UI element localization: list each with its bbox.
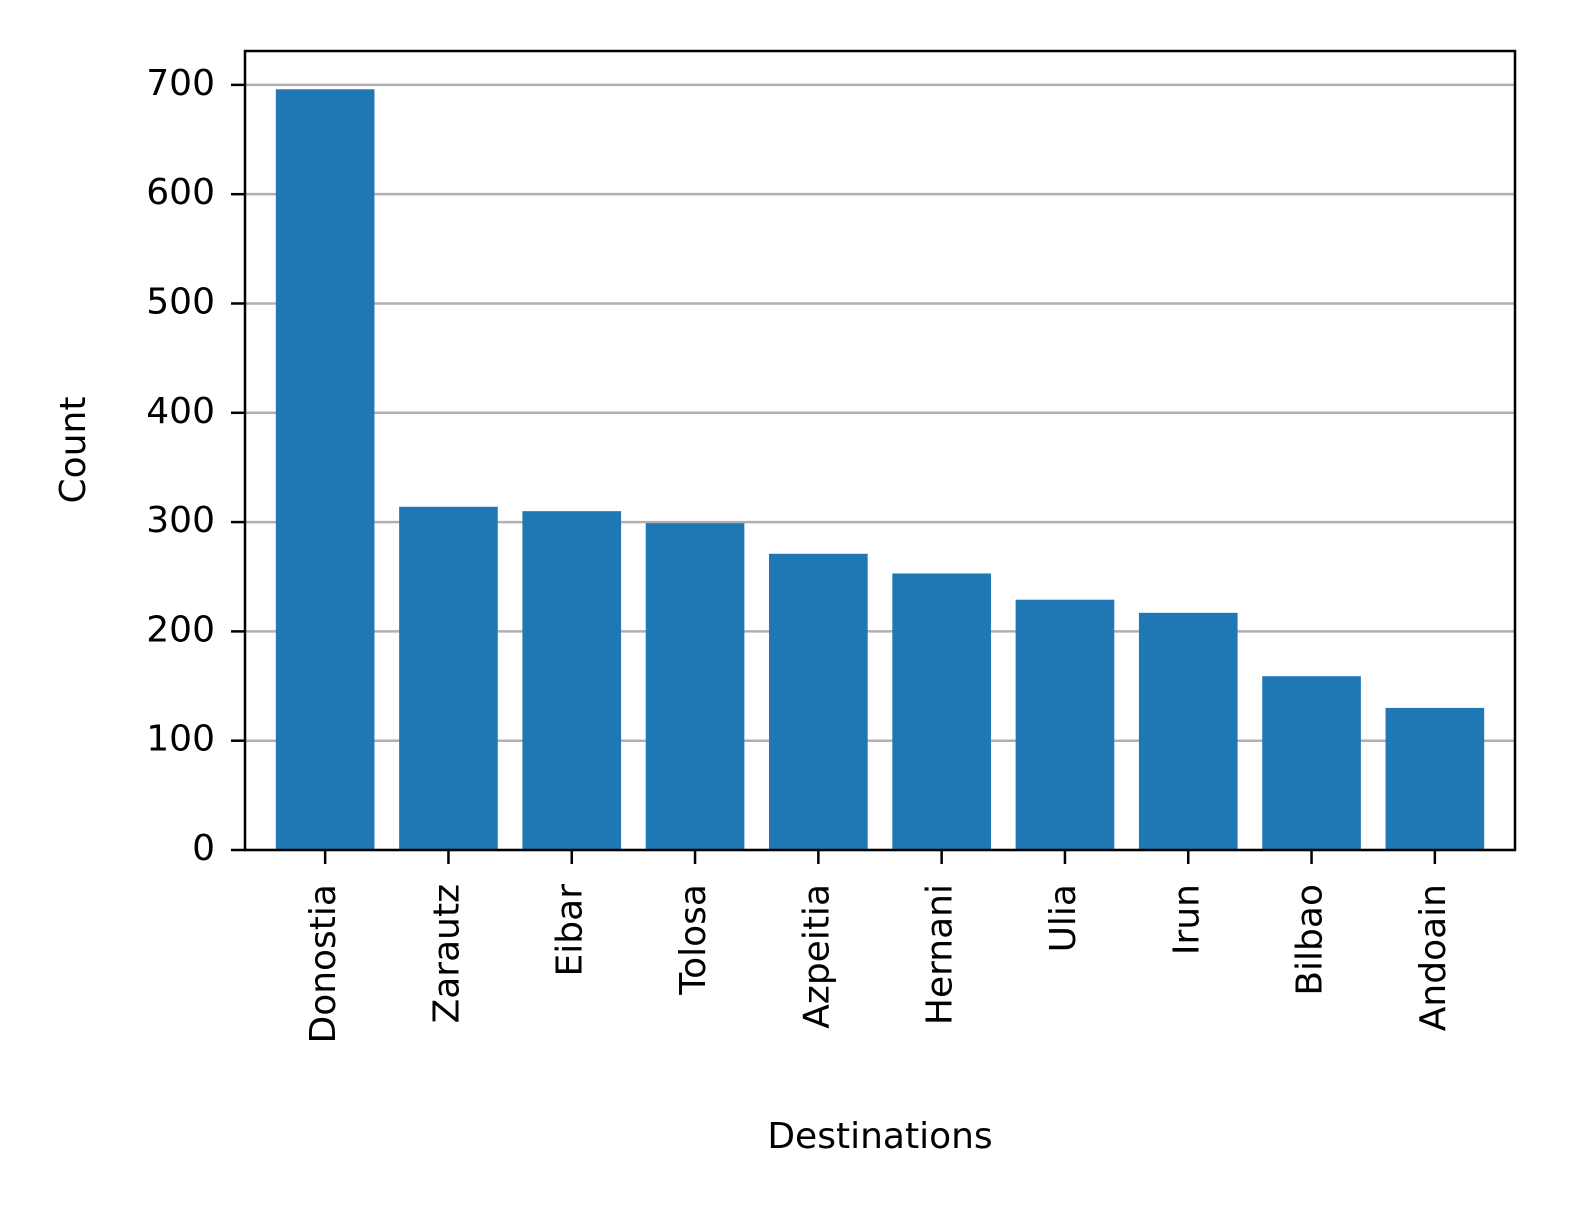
x-tick-label: Azpeitia (796, 884, 837, 1029)
y-tick-label: 500 (146, 281, 215, 322)
y-tick-label: 700 (146, 63, 215, 104)
x-tick-label: Hernani (920, 884, 961, 1025)
bar (1262, 676, 1361, 850)
bar (522, 511, 622, 850)
y-tick-label: 100 (146, 719, 215, 760)
bar (645, 523, 745, 850)
bar (892, 573, 991, 850)
y-tick-label: 0 (192, 828, 215, 869)
y-axis-label: Count (53, 397, 94, 504)
x-axis-label: Destinations (767, 1116, 992, 1157)
y-tick-label: 400 (146, 391, 215, 432)
x-tick-label: Donostia (303, 884, 344, 1044)
bar (1138, 612, 1238, 850)
bar (769, 553, 868, 850)
x-tick-label: Eibar (550, 884, 591, 977)
x-tick-label: Ulia (1043, 884, 1084, 952)
y-tick-label: 300 (146, 500, 215, 541)
x-tick-label: Irun (1166, 884, 1207, 955)
x-tick-label: Zarautz (426, 884, 467, 1023)
x-tick-label: Tolosa (673, 884, 714, 996)
bar (1385, 707, 1485, 850)
x-tick-label: Andoain (1413, 884, 1454, 1031)
y-tick-label: 600 (146, 172, 215, 213)
x-tick-label: Bilbao (1290, 884, 1331, 996)
bar (275, 89, 375, 851)
bar (1015, 599, 1115, 850)
y-tick-label: 200 (146, 609, 215, 650)
plot-frame (243, 49, 1517, 852)
bar (399, 506, 498, 850)
